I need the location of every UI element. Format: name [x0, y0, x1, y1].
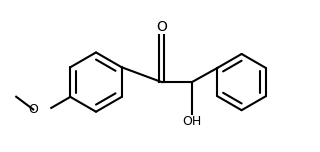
- Text: OH: OH: [182, 115, 202, 128]
- Text: O: O: [28, 103, 38, 116]
- Text: O: O: [156, 20, 167, 34]
